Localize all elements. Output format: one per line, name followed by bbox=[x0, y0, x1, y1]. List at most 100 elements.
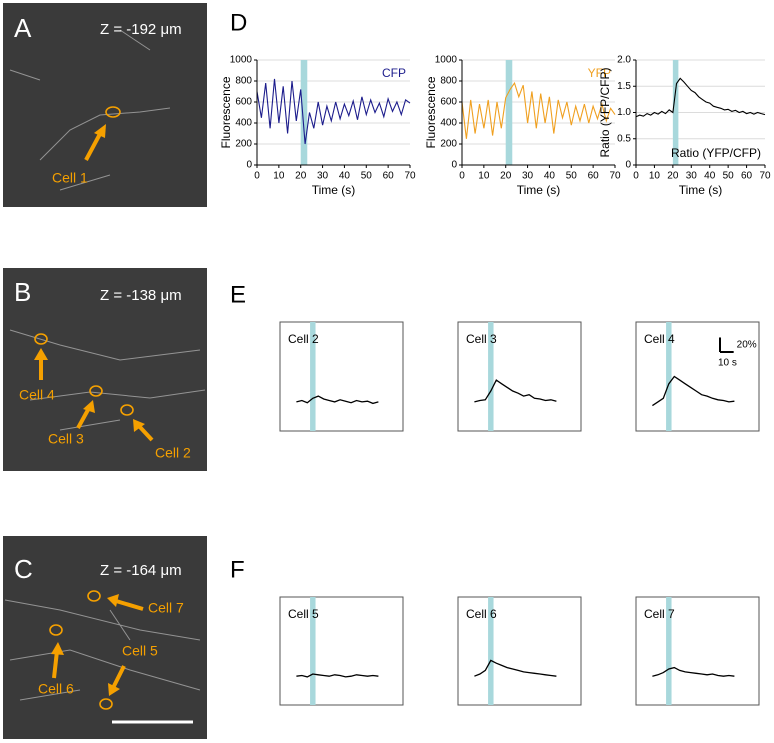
stimulus-band bbox=[672, 60, 679, 165]
panel-letter: A bbox=[14, 13, 32, 43]
scale-bar-label: 10 s bbox=[718, 358, 737, 369]
x-tick-label: 40 bbox=[704, 171, 716, 182]
image-panel-c: C Z = -164 μm Cell 7 Cell 5 Cell 6 bbox=[3, 536, 207, 739]
cell-marker bbox=[99, 698, 113, 710]
panel-letter: C bbox=[14, 554, 33, 584]
x-tick-label: 0 bbox=[254, 171, 260, 182]
y-tick-label: 600 bbox=[440, 97, 457, 108]
y-tick-label: 1000 bbox=[435, 55, 458, 66]
cell-process bbox=[9, 29, 151, 191]
x-axis-label: Time (s) bbox=[312, 183, 356, 197]
cell-label: Cell 3 bbox=[48, 431, 84, 447]
trace-title: Cell 7 bbox=[644, 607, 675, 621]
cell-label: Cell 7 bbox=[148, 600, 184, 616]
panel-letter: B bbox=[14, 277, 31, 307]
x-tick-label: 0 bbox=[633, 171, 639, 182]
x-axis-label: Time (s) bbox=[679, 183, 723, 197]
y-tick-label: 0.5 bbox=[617, 133, 631, 144]
x-tick-label: 0 bbox=[459, 171, 465, 182]
cell-process bbox=[39, 107, 171, 161]
micrograph bbox=[3, 3, 207, 207]
x-tick-label: 40 bbox=[544, 171, 556, 182]
trace-title: Cell 6 bbox=[466, 607, 497, 621]
data-line bbox=[296, 395, 379, 405]
y-tick-label: 800 bbox=[235, 76, 252, 87]
y-tick-label: 0 bbox=[625, 160, 631, 171]
y-tick-label: 200 bbox=[440, 139, 457, 150]
arrow-head bbox=[34, 348, 48, 360]
y-tick-label: 1000 bbox=[230, 55, 253, 66]
x-tick-label: 30 bbox=[522, 171, 534, 182]
y-tick-label: 0 bbox=[246, 160, 252, 171]
micrograph bbox=[3, 268, 207, 471]
legend-entry: YFP bbox=[588, 66, 611, 80]
trace-box bbox=[635, 596, 760, 706]
y-axis-label: Fluorescence bbox=[424, 76, 438, 148]
y-tick-label: 200 bbox=[235, 139, 252, 150]
arrow bbox=[76, 407, 91, 429]
data-line bbox=[652, 375, 735, 407]
trace-box bbox=[457, 321, 582, 432]
y-tick-label: 1.5 bbox=[617, 81, 631, 92]
x-tick-label: 10 bbox=[273, 171, 285, 182]
x-tick-label: 70 bbox=[609, 171, 621, 182]
trace-title: Cell 3 bbox=[466, 332, 497, 346]
arrow-head bbox=[107, 594, 119, 607]
cell-label: Cell 2 bbox=[155, 445, 191, 461]
x-tick-label: 50 bbox=[361, 171, 373, 182]
cell-label: Cell 6 bbox=[38, 681, 74, 697]
z-label: Z = -192 μm bbox=[100, 21, 182, 38]
x-tick-label: 10 bbox=[478, 171, 490, 182]
trace-title: Cell 2 bbox=[288, 332, 319, 346]
trace-title: Cell 4 bbox=[644, 332, 675, 346]
y-tick-label: 2.0 bbox=[617, 55, 631, 66]
stimulus-band bbox=[300, 60, 308, 165]
image-panel-b: B Z = -138 μm Cell 4 Cell 3 Cell 2 bbox=[3, 268, 207, 471]
z-label: Z = -164 μm bbox=[100, 562, 182, 579]
y-tick-label: 800 bbox=[440, 76, 457, 87]
x-tick-label: 30 bbox=[686, 171, 698, 182]
data-line bbox=[256, 78, 411, 145]
arrow bbox=[115, 599, 144, 611]
y-axis-label: Ratio (YFP/CFP) bbox=[598, 67, 612, 157]
data-line bbox=[635, 77, 766, 118]
stimulus-band bbox=[488, 322, 494, 431]
cell-marker bbox=[105, 106, 121, 118]
cell-marker bbox=[120, 404, 134, 416]
x-tick-label: 70 bbox=[404, 171, 416, 182]
arrow bbox=[111, 665, 126, 689]
data-line bbox=[474, 379, 557, 403]
x-tick-label: 60 bbox=[741, 171, 753, 182]
z-label: Z = -138 μm bbox=[100, 287, 182, 304]
cell-marker bbox=[89, 385, 103, 397]
y-tick-label: 600 bbox=[235, 97, 252, 108]
scale-bar-label: 20% bbox=[737, 339, 757, 350]
arrow bbox=[137, 424, 154, 442]
cell-label: Cell 5 bbox=[122, 643, 158, 659]
y-tick-label: 400 bbox=[440, 118, 457, 129]
x-tick-label: 60 bbox=[588, 171, 600, 182]
arrow bbox=[52, 650, 59, 679]
data-line bbox=[296, 673, 379, 678]
legend-entry: Ratio (YFP/CFP) bbox=[671, 146, 761, 160]
cell-label: Cell 4 bbox=[19, 387, 55, 403]
x-tick-label: 40 bbox=[339, 171, 351, 182]
panel-letter: D bbox=[230, 9, 247, 36]
stimulus-band bbox=[505, 60, 513, 165]
x-tick-label: 20 bbox=[500, 171, 512, 182]
x-tick-label: 50 bbox=[723, 171, 735, 182]
arrow bbox=[84, 131, 103, 161]
trace-box bbox=[457, 596, 582, 706]
trace-title: Cell 5 bbox=[288, 607, 319, 621]
data-line bbox=[461, 81, 616, 139]
arrow-head bbox=[94, 124, 106, 138]
y-tick-label: 1.0 bbox=[617, 107, 631, 118]
cell-marker bbox=[34, 333, 48, 345]
stimulus-band bbox=[666, 322, 672, 431]
y-tick-label: 400 bbox=[235, 118, 252, 129]
stimulus-band bbox=[666, 597, 672, 705]
cell-marker bbox=[49, 624, 63, 636]
x-tick-label: 20 bbox=[667, 171, 679, 182]
